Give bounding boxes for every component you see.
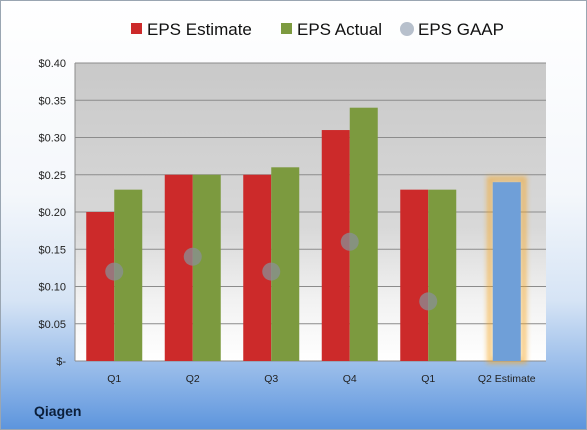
legend-swatch	[131, 23, 142, 34]
y-tick-label: $0.30	[38, 133, 66, 145]
y-tick-label: $0.20	[38, 207, 66, 219]
y-tick-label: $0.40	[38, 58, 66, 70]
bar-eps-actual	[192, 174, 221, 361]
x-tick-label: Q4	[343, 373, 357, 385]
bar-eps-estimate	[164, 174, 193, 361]
legend-label: EPS GAAP	[418, 20, 504, 39]
y-tick-label: $-	[56, 356, 66, 368]
company-name: Qiagen	[34, 403, 82, 419]
legend-label: EPS Estimate	[147, 20, 252, 39]
bar-eps-estimate	[400, 189, 429, 361]
y-tick-label: $0.25	[38, 170, 66, 182]
bar-eps-estimate	[86, 212, 115, 361]
x-tick-label: Q3	[264, 373, 278, 385]
marker-eps-gaap	[419, 292, 438, 311]
marker-eps-gaap	[183, 247, 202, 266]
legend-swatch	[281, 23, 292, 34]
y-tick-label: $0.35	[38, 95, 66, 107]
y-tick-label: $0.05	[38, 319, 66, 331]
legend-swatch	[400, 22, 414, 36]
marker-eps-gaap	[262, 262, 281, 281]
x-tick-label: Q2 Estimate	[478, 373, 536, 385]
marker-eps-gaap	[105, 262, 124, 281]
y-tick-label: $0.15	[38, 244, 66, 256]
x-tick-label: Q1	[107, 373, 121, 385]
bar-eps-actual	[428, 189, 457, 361]
marker-eps-gaap	[340, 232, 359, 251]
x-tick-label: Q2	[186, 373, 200, 385]
x-tick-label: Q1	[421, 373, 435, 385]
bar-q2-estimate	[492, 182, 521, 361]
legend-label: EPS Actual	[297, 20, 382, 39]
y-tick-label: $0.10	[38, 282, 66, 294]
